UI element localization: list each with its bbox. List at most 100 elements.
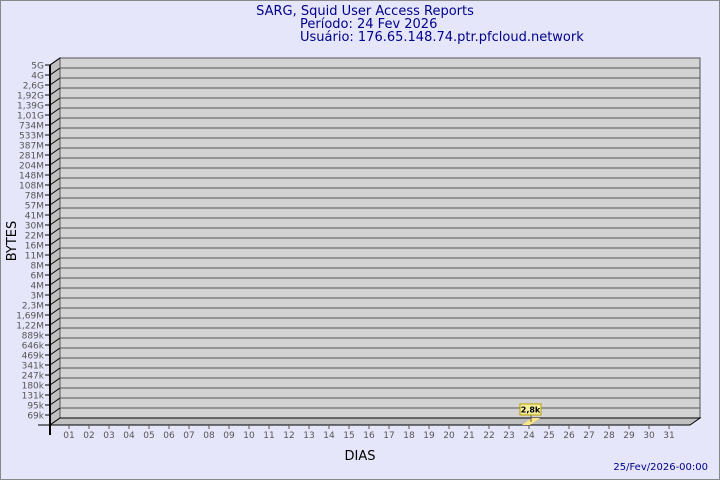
y-tick-diag (49, 157, 61, 166)
y-tick-diag (49, 317, 61, 326)
chart-title: SARG, Squid User Access Reports (256, 4, 474, 19)
y-tick-label: 1,22M (16, 322, 44, 332)
x-tick-label: 20 (443, 431, 455, 441)
y-tick-label: 78M (25, 192, 44, 202)
x-tick-label: 15 (343, 431, 354, 441)
y-tick-label: 1,92G (17, 92, 44, 102)
y-tick-label: 108M (19, 182, 44, 192)
y-tick-label: 341k (22, 362, 45, 372)
y-tick-diag (49, 117, 61, 126)
y-tick-diag (49, 77, 61, 86)
x-tick-label: 14 (323, 431, 335, 441)
x-tick-label: 05 (143, 431, 154, 441)
chart-period: Período: 24 Fev 2026 (300, 17, 437, 32)
y-tick-label: 41M (25, 212, 44, 222)
y-tick-label: 204M (19, 162, 44, 172)
y-tick-diag (49, 177, 61, 186)
x-tick-label: 04 (123, 431, 135, 441)
x-tick-label: 27 (583, 431, 594, 441)
x-tick-label: 22 (483, 431, 494, 441)
y-axis-label: BYTES (5, 221, 20, 262)
y-tick-diag (49, 187, 61, 196)
y-tick-label: 57M (25, 202, 44, 212)
y-tick-label: 3M (31, 292, 45, 302)
y-tick-diag (49, 347, 61, 356)
y-tick-label: 180k (22, 382, 45, 392)
y-tick-diag (49, 217, 61, 226)
y-tick-diag (49, 367, 61, 376)
x-tick-label: 25 (543, 431, 554, 441)
x-tick-label: 24 (523, 431, 535, 441)
x-tick-label: 21 (463, 431, 474, 441)
y-tick-diag (49, 407, 61, 416)
y-tick-diag (49, 137, 61, 146)
x-tick-label: 09 (223, 431, 235, 441)
y-tick-diag (49, 377, 61, 386)
x-tick-label: 30 (643, 431, 655, 441)
y-tick-label: 2,3M (22, 302, 44, 312)
x-tick-label: 06 (163, 431, 175, 441)
y-tick-label: 1,39G (17, 102, 44, 112)
y-tick-label: 131k (22, 392, 45, 402)
y-tick-label: 16M (25, 242, 44, 252)
x-tick-label: 28 (603, 431, 615, 441)
x-tick-label: 31 (663, 431, 674, 441)
x-tick-label: 01 (63, 431, 74, 441)
y-tick-diag (49, 97, 61, 106)
y-tick-label: 1,69M (16, 312, 44, 322)
data-label: 2,8k (521, 406, 541, 415)
y-tick-diag (49, 127, 61, 136)
y-tick-diag (49, 87, 61, 96)
y-tick-diag (49, 297, 61, 306)
y-tick-label: 30M (25, 222, 44, 232)
x-tick-label: 29 (623, 431, 635, 441)
x-tick-label: 13 (303, 431, 314, 441)
y-tick-diag (49, 247, 61, 256)
y-tick-label: 646k (22, 342, 45, 352)
data-label-box (519, 403, 542, 416)
y-tick-label: 5G (31, 62, 44, 72)
y-tick-diag (49, 307, 61, 316)
x-tick-label: 16 (363, 431, 375, 441)
x-tick-label: 07 (183, 431, 194, 441)
y-tick-diag (49, 167, 61, 176)
y-tick-label: 148M (19, 172, 44, 182)
x-tick-label: 12 (283, 431, 294, 441)
y-tick-label: 95k (27, 402, 44, 412)
x-axis-label: DIAS (345, 449, 376, 464)
x-tick-label: 11 (263, 431, 274, 441)
y-tick-label: 4M (31, 282, 45, 292)
y-tick-diag (49, 107, 61, 116)
y-tick-diag (49, 287, 61, 296)
y-tick-diag (49, 267, 61, 276)
y-tick-label: 2,6G (23, 82, 44, 92)
y-tick-diag (49, 357, 61, 366)
x-tick-label: 19 (423, 431, 435, 441)
x-tick-label: 03 (103, 431, 114, 441)
floor (48, 417, 702, 426)
x-tick-label: 10 (243, 431, 255, 441)
y-tick-diag (49, 337, 61, 346)
y-tick-label: 387M (19, 142, 44, 152)
chart-user: Usuário: 176.65.148.74.ptr.pfcloud.netwo… (300, 30, 584, 45)
y-tick-diag (49, 67, 61, 76)
y-tick-diag (49, 197, 61, 206)
x-tick-label: 18 (403, 431, 415, 441)
y-tick-diag (49, 397, 61, 406)
x-tick-label: 02 (83, 431, 94, 441)
y-tick-diag (49, 387, 61, 396)
y-tick-label: 1,01G (17, 112, 44, 122)
y-tick-diag (49, 57, 61, 66)
y-tick-label: 22M (25, 232, 44, 242)
y-tick-diag (49, 207, 61, 216)
y-tick-label: 533M (19, 132, 44, 142)
y-tick-label: 6M (31, 272, 45, 282)
y-tick-label: 281M (19, 152, 44, 162)
y-tick-diag (49, 237, 61, 246)
y-tick-label: 247k (22, 372, 45, 382)
y-tick-label: 69k (27, 412, 44, 422)
y-tick-label: 4G (31, 72, 44, 82)
x-tick-label: 23 (503, 431, 514, 441)
y-tick-label: 889k (22, 332, 45, 342)
